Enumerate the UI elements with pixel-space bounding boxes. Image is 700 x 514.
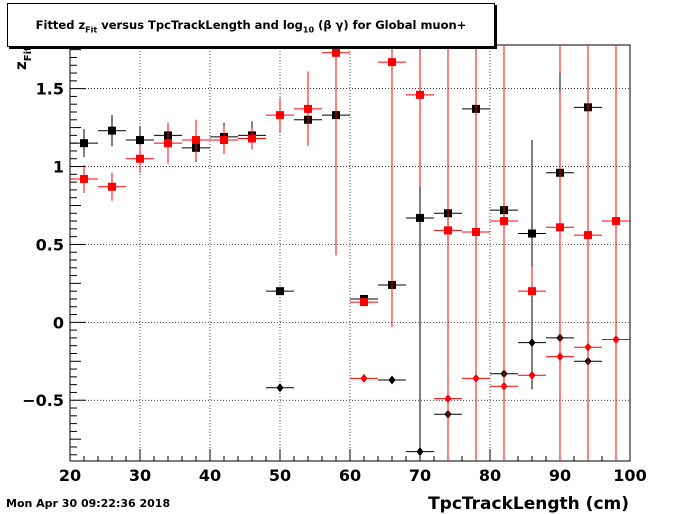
square-marker: [108, 126, 116, 135]
diamond-marker: [500, 381, 508, 391]
square-marker: [276, 111, 284, 120]
data-point: [350, 298, 378, 307]
data-point: [350, 373, 378, 383]
data-point: [490, 121, 518, 461]
x-tick-label: 60: [339, 466, 361, 485]
data-point: [434, 133, 462, 461]
square-marker: [276, 287, 284, 296]
data-point: [154, 122, 182, 164]
title-box: Fitted zFit versus TpcTrackLength and lo…: [7, 3, 495, 47]
diamond-marker: [528, 370, 536, 380]
data-point: [210, 126, 238, 155]
x-tick-label: 70: [409, 466, 431, 485]
data-point: [182, 119, 210, 161]
y-tick-label: 0: [53, 313, 64, 332]
x-tick-label: 20: [59, 466, 81, 485]
grid-lines: [70, 45, 630, 461]
diamond-marker: [556, 352, 564, 362]
x-tick-label: 90: [549, 466, 571, 485]
square-marker: [136, 136, 144, 145]
x-tick-label: 100: [613, 466, 646, 485]
square-marker: [360, 298, 368, 307]
diamond-marker: [416, 447, 424, 457]
square-marker: [248, 134, 256, 143]
data-point: [294, 71, 322, 147]
x-axis-label: TpcTrackLength (cm): [428, 494, 629, 514]
diamond-marker: [584, 342, 592, 352]
data-point: [322, 45, 350, 256]
square-marker: [80, 139, 88, 148]
x-tick-label: 40: [199, 466, 221, 485]
diamond-marker: [360, 373, 368, 383]
svg-text:zFit: zFit: [12, 46, 34, 70]
diamond-marker: [276, 383, 284, 393]
data-point: [518, 370, 546, 380]
diamond-marker: [388, 375, 396, 385]
data-point: [378, 45, 406, 328]
tick-labels: 20 30 40 50 60 70 80 90 100 −0.5 0 0.5 1 1.5: [22, 80, 646, 485]
data-point: [546, 91, 574, 461]
data-point: [266, 287, 294, 296]
data-point: [98, 172, 126, 201]
square-marker: [528, 229, 536, 238]
data-point: [266, 97, 294, 133]
data-point: [462, 113, 490, 461]
data-point: [70, 129, 98, 158]
data-point: [70, 164, 98, 194]
chart-title: Fitted zFit versus TpcTrackLength and lo…: [35, 18, 467, 35]
x-tick-label: 50: [269, 466, 291, 485]
y-axis-label: zFit: [12, 46, 34, 70]
y-tick-label: −0.5: [22, 391, 64, 410]
square-marker: [528, 287, 536, 296]
diamond-marker: [528, 338, 536, 348]
y-tick-label: 1.5: [36, 80, 64, 99]
square-marker: [80, 174, 88, 183]
y-tick-label: 0.5: [36, 235, 64, 254]
square-marker: [220, 136, 228, 145]
diamond-marker: [612, 334, 620, 344]
data-point: [238, 127, 266, 150]
x-tick-label: 30: [129, 466, 151, 485]
square-marker: [136, 154, 144, 163]
data-marks: [70, 45, 630, 461]
data-point: [126, 144, 154, 173]
data-point: [378, 375, 406, 385]
square-marker: [388, 58, 396, 67]
data-point: [574, 82, 602, 461]
diamond-marker: [444, 394, 452, 404]
data-point: [266, 383, 294, 393]
square-marker: [108, 182, 116, 191]
axis-ticks: [69, 49, 631, 461]
timestamp: Mon Apr 30 09:22:36 2018: [6, 497, 171, 510]
square-marker: [304, 104, 312, 113]
square-marker: [332, 48, 340, 57]
square-marker: [192, 136, 200, 145]
square-marker: [164, 139, 172, 148]
data-point: [406, 186, 434, 461]
data-point: [98, 115, 126, 147]
x-tick-label: 80: [479, 466, 501, 485]
data-point: [602, 74, 630, 461]
y-tick-label: 1: [53, 158, 64, 177]
diamond-marker: [472, 373, 480, 383]
square-marker: [416, 90, 424, 99]
